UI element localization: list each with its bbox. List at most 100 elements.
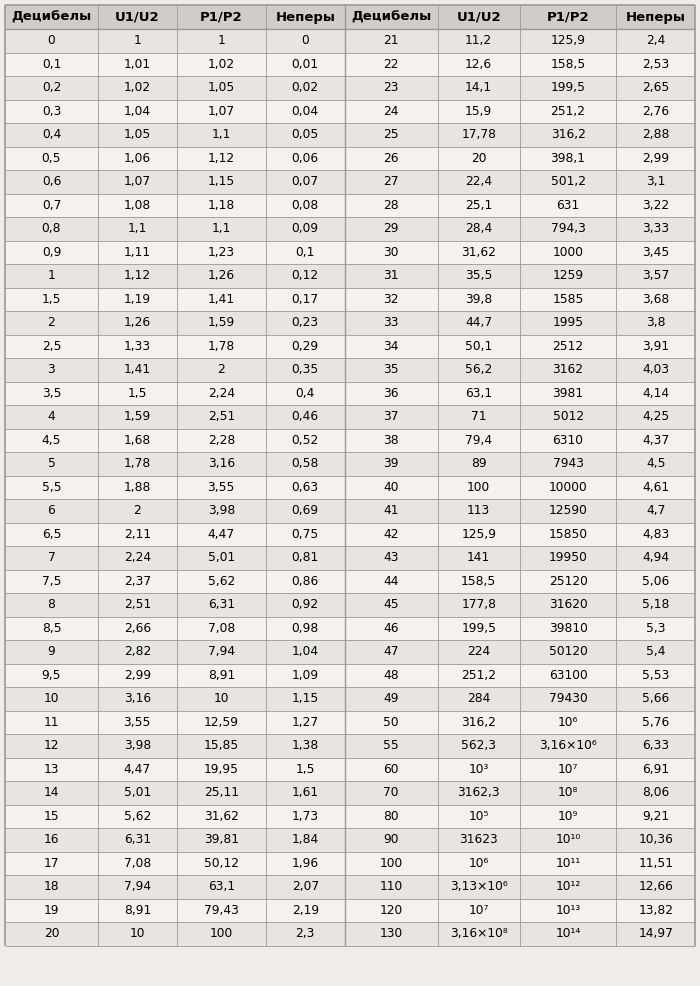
Bar [344,217,438,241]
Text: 8: 8 [48,599,55,611]
Bar [266,52,344,76]
Text: 40: 40 [384,481,399,494]
Bar [5,475,98,499]
Text: 5,76: 5,76 [642,716,669,729]
Text: 1585: 1585 [552,293,584,306]
Text: 2,88: 2,88 [642,128,669,141]
Text: 4,7: 4,7 [646,504,666,518]
Bar [520,52,616,76]
Bar [616,382,695,405]
Bar [438,193,520,217]
Bar [344,734,438,757]
Text: 3,5: 3,5 [42,387,61,399]
Text: 12590: 12590 [549,504,587,518]
Bar [616,100,695,123]
Text: U1/U2: U1/U2 [456,11,501,24]
Text: 25,11: 25,11 [204,786,239,800]
Bar [616,5,695,29]
Bar [344,616,438,640]
Bar [438,311,520,334]
Text: 398,1: 398,1 [551,152,586,165]
Bar [520,100,616,123]
Bar [176,523,266,546]
Text: 60: 60 [384,763,399,776]
Text: 28,4: 28,4 [465,222,492,236]
Bar [98,76,176,100]
Bar [266,781,344,805]
Bar [5,29,98,52]
Text: 0,08: 0,08 [292,199,319,212]
Text: 6,5: 6,5 [42,528,61,540]
Bar [520,147,616,170]
Text: 4,83: 4,83 [642,528,669,540]
Text: 3: 3 [48,363,55,377]
Text: 100: 100 [379,857,402,870]
Text: 6,31: 6,31 [124,833,150,846]
Text: 11,51: 11,51 [638,857,673,870]
Bar [438,640,520,664]
Text: 1,12: 1,12 [208,152,235,165]
Text: 6,91: 6,91 [642,763,669,776]
Text: 29: 29 [384,222,399,236]
Bar [98,616,176,640]
Bar [176,382,266,405]
Text: 251,2: 251,2 [461,669,496,681]
Bar [266,475,344,499]
Bar [344,852,438,875]
Text: 0,46: 0,46 [292,410,319,423]
Bar [266,147,344,170]
Bar [616,616,695,640]
Bar [438,499,520,523]
Text: 2,24: 2,24 [124,551,150,564]
Bar [344,382,438,405]
Bar [5,523,98,546]
Bar [438,711,520,734]
Text: 10000: 10000 [549,481,587,494]
Text: 6,31: 6,31 [208,599,235,611]
Bar [344,546,438,570]
Bar [438,875,520,898]
Text: 5,3: 5,3 [646,622,666,635]
Text: 5,53: 5,53 [642,669,669,681]
Bar [520,640,616,664]
Bar [616,358,695,382]
Bar [520,429,616,452]
Bar [5,757,98,781]
Bar [176,334,266,358]
Text: 63100: 63100 [549,669,587,681]
Text: 100: 100 [467,481,490,494]
Text: 2,37: 2,37 [124,575,150,588]
Text: 3,98: 3,98 [124,740,151,752]
Bar [5,334,98,358]
Bar [438,523,520,546]
Text: 0,7: 0,7 [42,199,61,212]
Text: 224: 224 [467,645,490,659]
Text: Неперы: Неперы [275,11,335,24]
Bar [176,805,266,828]
Bar [176,664,266,687]
Text: 7,94: 7,94 [124,880,150,893]
Text: 18: 18 [43,880,60,893]
Text: 3,45: 3,45 [642,246,669,258]
Text: 36: 36 [384,387,399,399]
Text: 7: 7 [48,551,55,564]
Text: 794,3: 794,3 [551,222,585,236]
Bar [266,828,344,852]
Text: 10: 10 [214,692,229,705]
Bar [176,29,266,52]
Bar [266,593,344,616]
Text: 3162,3: 3162,3 [457,786,500,800]
Text: 2,11: 2,11 [124,528,150,540]
Bar [5,499,98,523]
Text: 35: 35 [384,363,399,377]
Text: 2,65: 2,65 [642,81,669,95]
Text: 49: 49 [384,692,399,705]
Text: 1,12: 1,12 [124,269,150,282]
Bar [438,852,520,875]
Text: 2,66: 2,66 [124,622,150,635]
Bar [5,687,98,711]
Bar [344,241,438,264]
Bar [520,264,616,288]
Bar [176,52,266,76]
Text: 8,91: 8,91 [208,669,235,681]
